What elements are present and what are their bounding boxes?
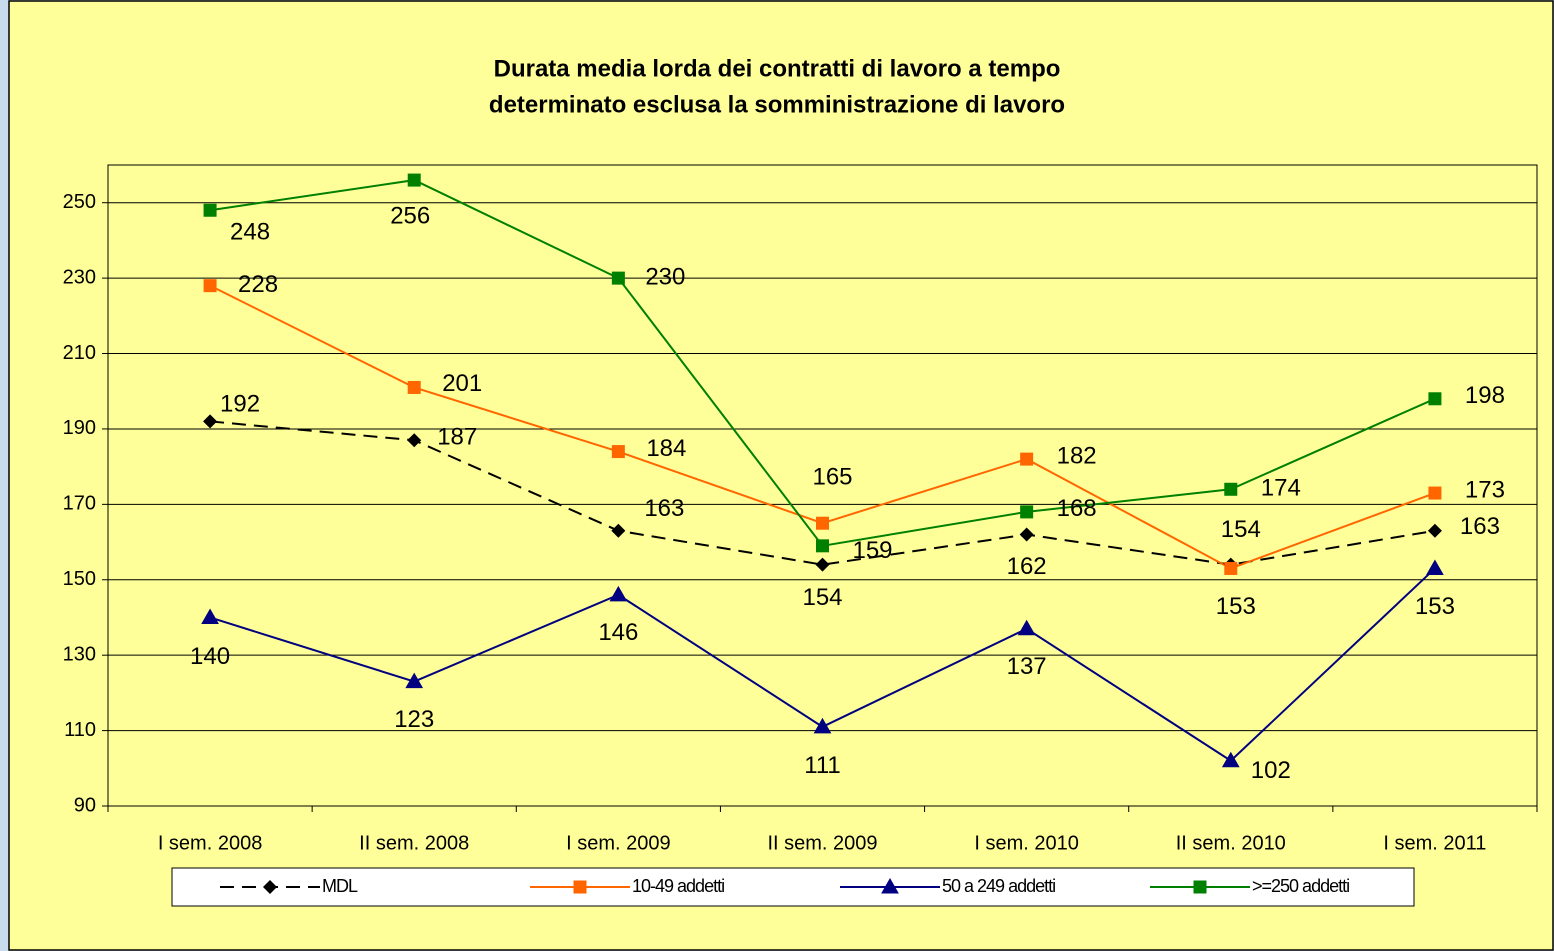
marker <box>1224 561 1238 575</box>
legend-label: >=250 addetti <box>1252 876 1349 896</box>
data-label: 182 <box>1057 442 1097 469</box>
marker <box>407 173 421 187</box>
legend-label: 50 a 249 addetti <box>942 876 1055 896</box>
data-label: 230 <box>645 263 685 290</box>
marker <box>203 279 217 293</box>
data-label: 192 <box>220 391 260 418</box>
y-tick-label: 230 <box>63 266 96 288</box>
data-label: 159 <box>852 537 892 564</box>
marker <box>1426 559 1444 575</box>
y-tick-label: 210 <box>63 342 96 364</box>
data-label: 102 <box>1251 757 1291 784</box>
data-label: 165 <box>812 464 852 491</box>
marker <box>1020 505 1034 519</box>
marker <box>263 880 277 894</box>
data-label: 154 <box>1221 516 1261 543</box>
data-label: 153 <box>1415 593 1455 620</box>
marker <box>405 672 424 689</box>
data-label: 168 <box>1057 495 1097 522</box>
x-tick-label: I sem. 2010 <box>974 832 1079 854</box>
data-label: 123 <box>394 706 434 733</box>
data-label: 201 <box>442 370 482 397</box>
marker <box>203 414 218 429</box>
data-label: 248 <box>230 219 270 246</box>
marker <box>573 880 587 894</box>
chart-title: Durata media lorda dei contratti di lavo… <box>494 55 1061 82</box>
data-label: 163 <box>1460 513 1500 540</box>
legend-label: 10-49 addetti <box>632 876 724 896</box>
data-label: 187 <box>437 424 477 451</box>
marker <box>816 516 829 530</box>
marker <box>1019 527 1034 542</box>
y-tick-label: 110 <box>64 719 96 741</box>
data-label: 154 <box>802 584 842 611</box>
marker <box>1020 452 1034 466</box>
x-tick-label: II sem. 2009 <box>767 832 877 854</box>
y-tick-label: 250 <box>63 191 96 213</box>
legend-label: MDL <box>322 876 358 896</box>
x-tick-label: I sem. 2011 <box>1383 832 1486 854</box>
data-label: 137 <box>1007 653 1047 680</box>
marker <box>407 380 421 394</box>
data-label: 173 <box>1465 476 1505 503</box>
marker <box>611 445 625 459</box>
marker <box>816 539 829 553</box>
marker <box>815 557 830 572</box>
y-tick-label: 150 <box>63 568 96 590</box>
data-label: 256 <box>390 202 430 229</box>
marker <box>1193 880 1207 894</box>
x-tick-label: II sem. 2008 <box>359 832 469 854</box>
x-tick-label: II sem. 2010 <box>1176 832 1286 854</box>
chart-title: determinato esclusa la somministrazione … <box>489 91 1065 118</box>
x-tick-label: I sem. 2008 <box>158 832 263 854</box>
data-label: 184 <box>646 435 686 462</box>
marker <box>407 433 422 448</box>
data-label: 198 <box>1465 382 1505 409</box>
y-tick-label: 90 <box>74 794 96 816</box>
marker <box>1224 482 1238 496</box>
marker <box>611 271 625 285</box>
data-label: 162 <box>1007 553 1047 580</box>
data-label: 140 <box>190 643 230 670</box>
marker <box>813 717 832 734</box>
marker <box>609 585 628 602</box>
data-label: 153 <box>1216 593 1256 620</box>
marker <box>1221 751 1240 768</box>
marker <box>1427 523 1442 538</box>
data-label: 174 <box>1261 475 1301 502</box>
marker <box>611 523 626 538</box>
data-label: 111 <box>804 752 840 779</box>
data-label: 146 <box>598 619 638 646</box>
marker <box>201 608 219 624</box>
marker <box>203 203 217 217</box>
data-label: 163 <box>644 495 684 522</box>
x-tick-label: I sem. 2009 <box>566 832 671 854</box>
marker <box>1017 619 1036 636</box>
y-tick-label: 170 <box>63 493 96 515</box>
y-tick-label: 130 <box>63 643 96 665</box>
marker <box>881 877 899 894</box>
y-tick-label: 190 <box>63 417 96 439</box>
marker <box>1428 486 1442 500</box>
marker <box>1428 392 1442 406</box>
data-label: 228 <box>238 271 278 298</box>
plot-area <box>107 164 1538 807</box>
